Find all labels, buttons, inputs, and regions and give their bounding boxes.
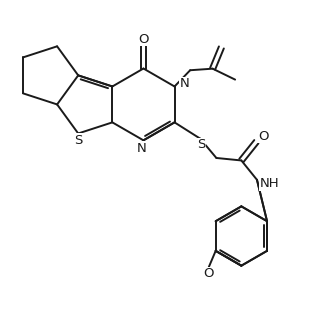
Text: N: N <box>180 77 190 90</box>
Text: O: O <box>258 129 268 143</box>
Text: O: O <box>203 267 214 280</box>
Text: O: O <box>138 33 149 46</box>
Text: S: S <box>74 134 83 147</box>
Text: S: S <box>197 138 205 151</box>
Text: NH: NH <box>260 177 280 190</box>
Text: N: N <box>137 142 147 155</box>
